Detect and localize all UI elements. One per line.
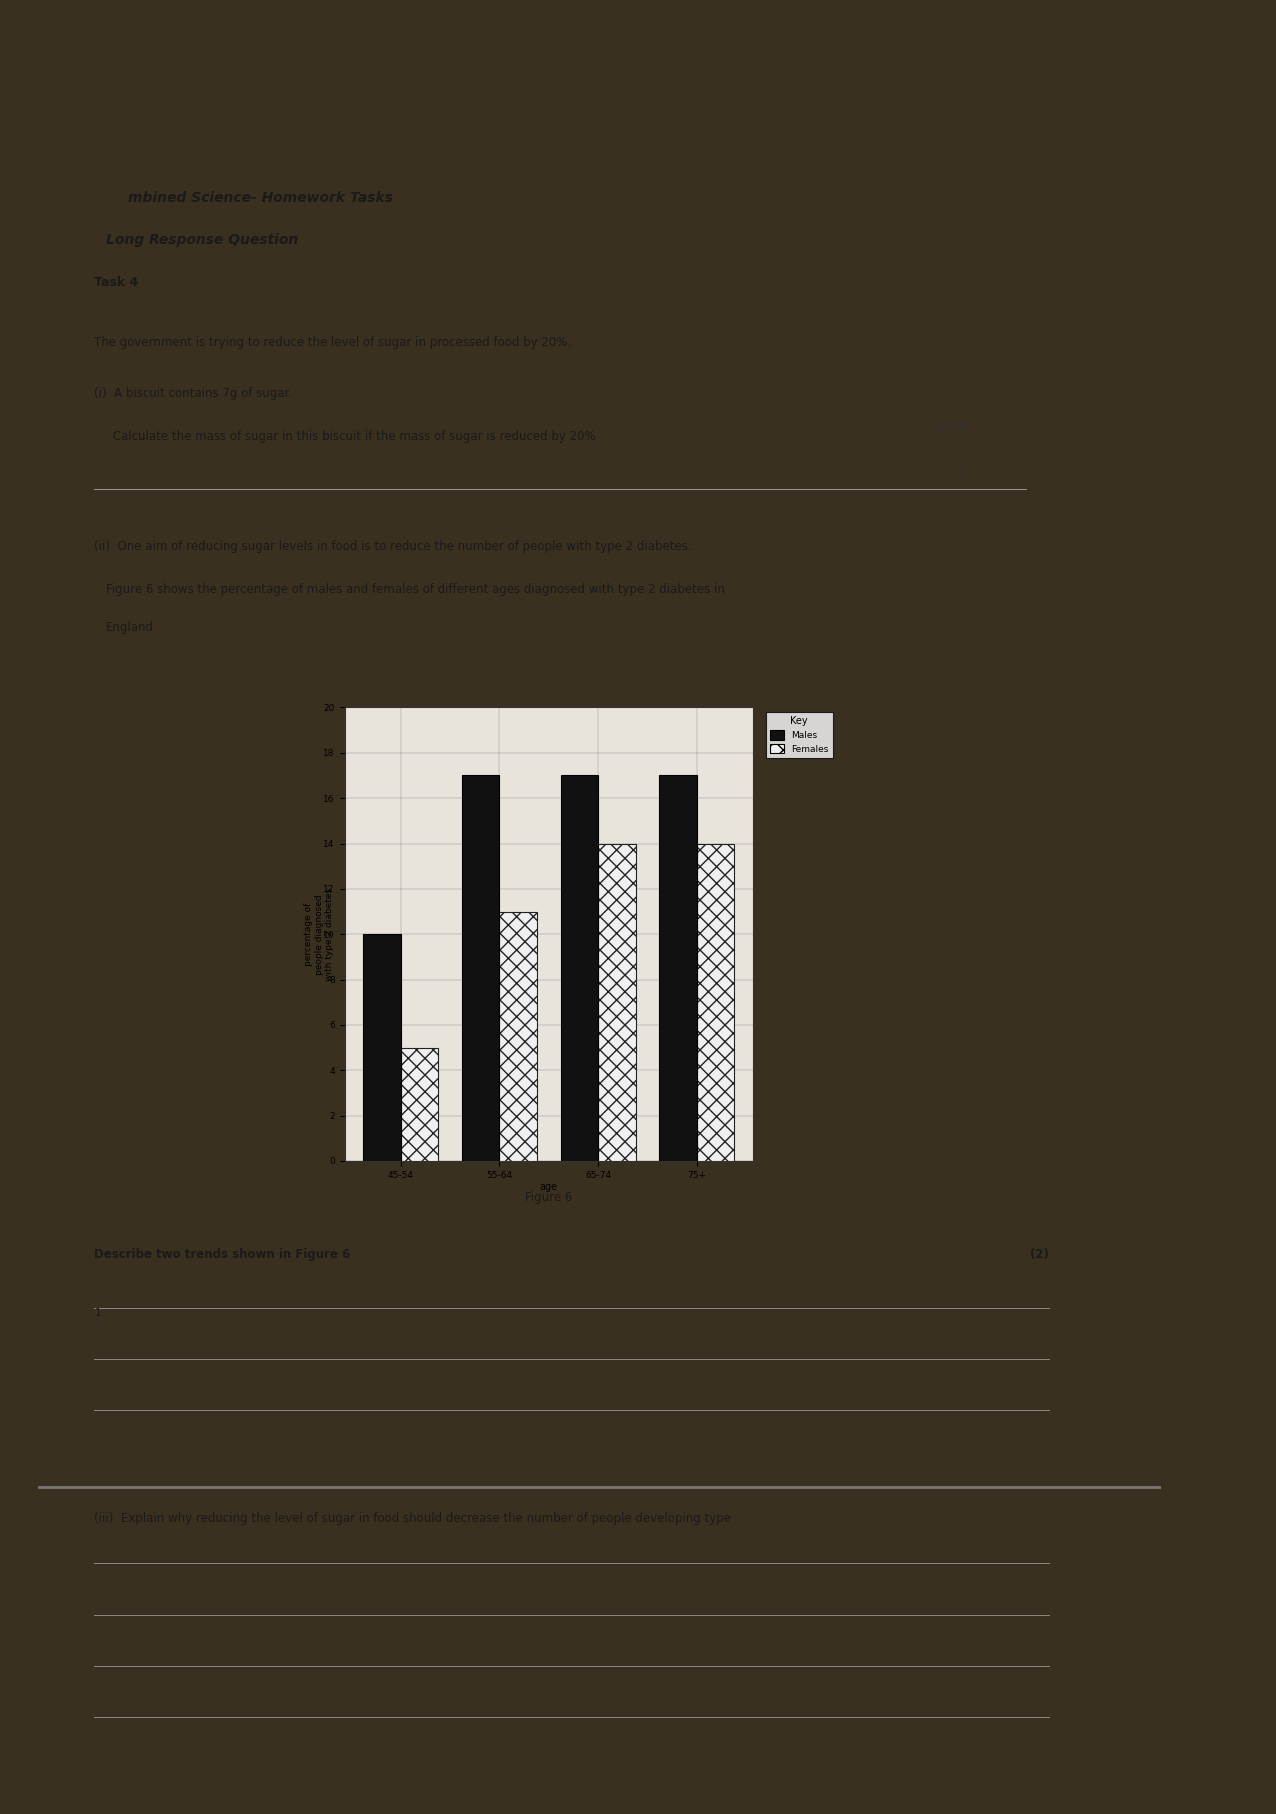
Legend: Males, Females: Males, Females	[766, 711, 833, 758]
Bar	[660, 776, 697, 1161]
Text: Figure 6 shows the percentage of males and females of different ages diagnosed w: Figure 6 shows the percentage of males a…	[106, 582, 725, 597]
Bar	[462, 776, 499, 1161]
Text: g: g	[960, 464, 966, 473]
Bar	[697, 844, 734, 1161]
Text: Describe two trends shown in Figure 6: Describe two trends shown in Figure 6	[94, 1248, 351, 1261]
Text: Long Response Question: Long Response Question	[106, 234, 297, 247]
Bar	[560, 776, 598, 1161]
Text: Figure 6: Figure 6	[524, 1190, 573, 1204]
Text: The government is trying to reduce the level of sugar in processed food by 20%.: The government is trying to reduce the l…	[94, 336, 572, 348]
Text: (2): (2)	[1030, 1248, 1049, 1261]
Bar	[401, 1048, 438, 1161]
Text: mbined Science- Homework Tasks: mbined Science- Homework Tasks	[128, 190, 393, 205]
Text: England: England	[106, 620, 153, 633]
Text: 1: 1	[94, 1308, 101, 1317]
Text: grams: grams	[937, 421, 967, 432]
Text: (ii)  One aim of reducing sugar levels in food is to reduce the number of people: (ii) One aim of reducing sugar levels in…	[94, 541, 692, 553]
Text: Task 4: Task 4	[94, 276, 139, 288]
Text: (i)  A biscuit contains 7g of sugar.: (i) A biscuit contains 7g of sugar.	[94, 386, 292, 399]
Text: Calculate the mass of sugar in this biscuit if the mass of sugar is reduced by 2: Calculate the mass of sugar in this bisc…	[94, 430, 596, 443]
Bar	[499, 912, 537, 1161]
Text: (iii)  Explain why reducing the level of sugar in food should decrease the numbe: (iii) Explain why reducing the level of …	[94, 1513, 731, 1526]
Bar	[598, 844, 635, 1161]
Y-axis label: percentage of
people diagnosed
with type 2 diabetes: percentage of people diagnosed with type…	[304, 887, 334, 981]
X-axis label: age: age	[540, 1183, 558, 1192]
Bar	[364, 934, 401, 1161]
